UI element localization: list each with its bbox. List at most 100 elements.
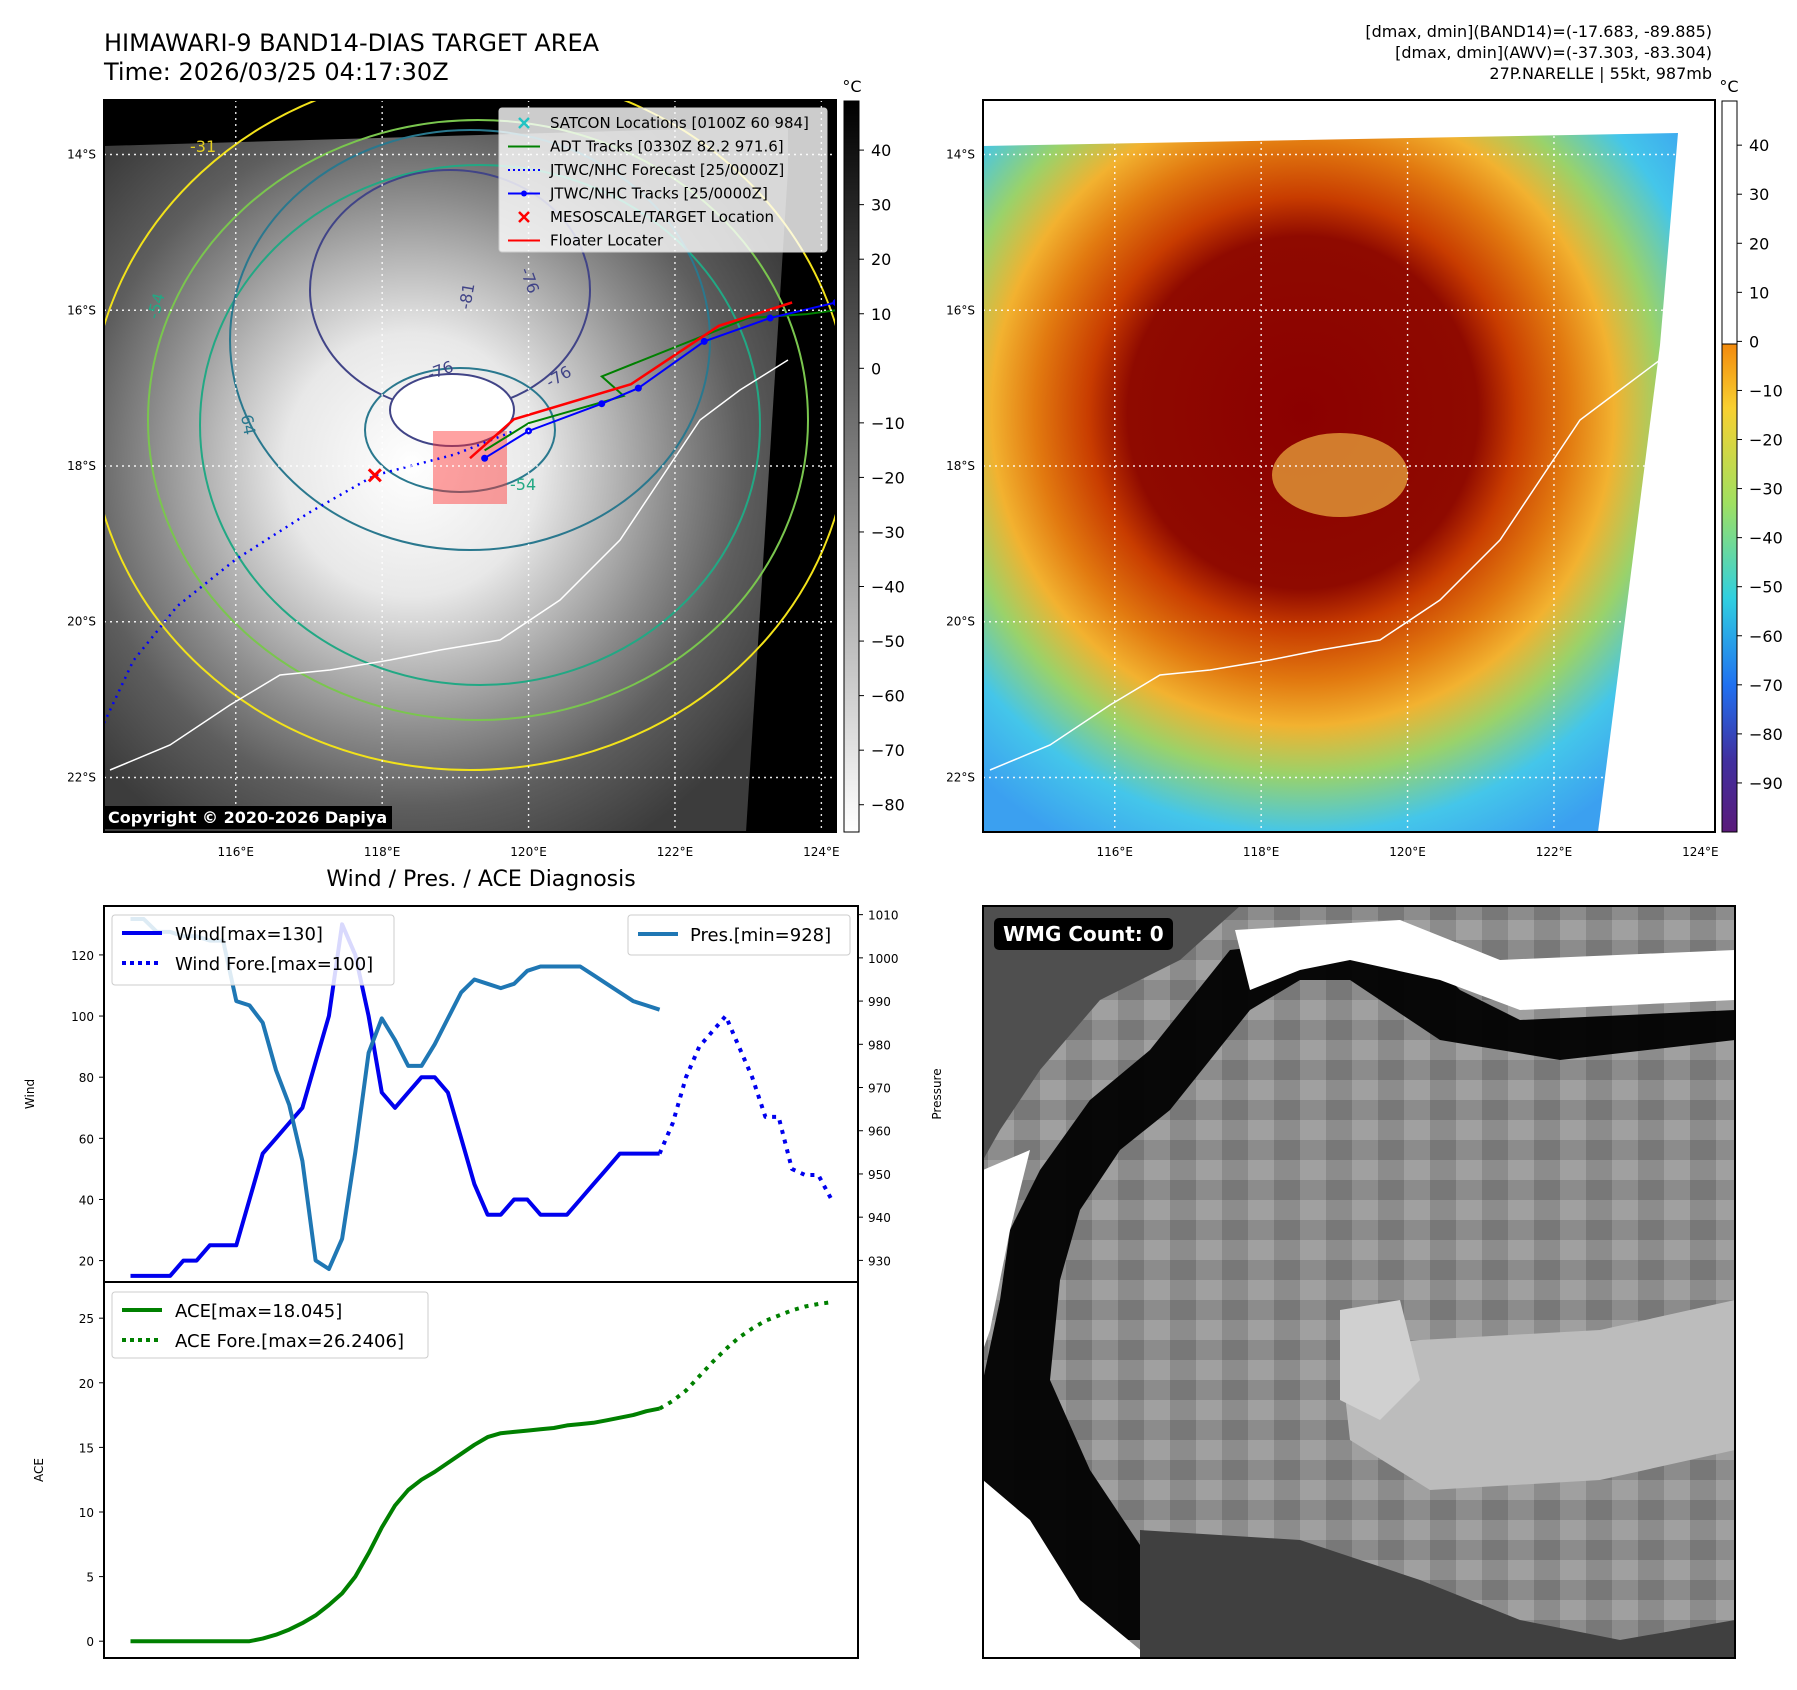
lat-tick-label: 14°S (67, 148, 96, 162)
legend-entry: JTWC/NHC Tracks [25/0000Z] (549, 185, 768, 203)
y-tick-label: 0 (86, 1635, 94, 1649)
lon-tick-label: 122°E (657, 845, 694, 859)
series-line (130, 1406, 660, 1644)
lat-tick-label: 18°S (946, 459, 975, 473)
contour-label: -64 (236, 407, 259, 436)
lat-tick-label: 20°S (946, 615, 975, 629)
floater-box (433, 431, 507, 504)
colorbar-tick-label: 30 (1749, 185, 1769, 204)
colorbar-tick-label: 30 (871, 196, 891, 215)
colorbar-right-unit: °C (1719, 77, 1738, 96)
ace-axis-label: ACE (32, 1458, 46, 1482)
diagnosis-title: Wind / Pres. / ACE Diagnosis (326, 867, 635, 892)
colorbar-tick-label: −10 (871, 414, 905, 433)
colorbar-tick-label: −80 (871, 796, 905, 815)
jtwc-track-point (634, 384, 642, 392)
colorbar-tick-label: −20 (871, 468, 905, 487)
adt-track (484, 309, 836, 452)
target-location-marker (367, 468, 382, 483)
legend-entry: MESOSCALE/TARGET Location (550, 208, 774, 226)
pres-legend: Pres.[min=928] (627, 914, 851, 956)
colorbar-tick-label: −10 (1749, 381, 1783, 400)
wind-axis-label: Wind (23, 1079, 37, 1109)
map-legend: SATCON Locations [0100Z 60 984] ADT Track… (498, 107, 828, 253)
y-tick-label: 80 (79, 1071, 94, 1085)
band14-range: [dmax, dmin](BAND14)=(-17.683, -89.885) (1365, 22, 1712, 41)
lat-tick-label: 16°S (946, 303, 975, 317)
y-tick-label: 5 (86, 1571, 94, 1585)
y2-tick-label: 980 (868, 1038, 891, 1052)
colorbar-left (843, 100, 860, 833)
lon-tick-label: 118°E (1243, 845, 1280, 859)
contour-label: -54 (510, 475, 536, 494)
y-tick-label: 20 (79, 1377, 94, 1391)
legend-ace-fore: ACE Fore.[max=26.2406] (175, 1331, 404, 1352)
legend-ace: ACE[max=18.045] (175, 1301, 342, 1322)
jtwc-track-point (766, 314, 774, 322)
colorbar-tick-label: −40 (871, 578, 905, 597)
lon-tick-label: 118°E (364, 845, 401, 859)
colorbar-tick-label: −70 (1749, 676, 1783, 695)
colorbar-tick-label: −30 (1749, 480, 1783, 499)
colorbar-left-unit: °C (842, 77, 861, 96)
lat-tick-label: 14°S (946, 148, 975, 162)
y2-tick-label: 1010 (868, 909, 899, 923)
y-tick-label: 15 (79, 1441, 94, 1455)
lon-tick-label: 124°E (803, 845, 840, 859)
series-line (130, 922, 660, 1278)
lat-tick-label: 16°S (67, 303, 96, 317)
y-tick-label: 25 (79, 1312, 94, 1326)
wmg-count-badge: WMG Count: 0 (994, 918, 1173, 950)
pressure-axis-label: Pressure (930, 1068, 944, 1119)
colorbar-left-ticks: 40 30 20 10 0 −10 −20 −30 −40 −50 −60 −70 −80 (859, 141, 905, 815)
legend-entry: ADT Tracks [0330Z 82.2 971.6] (550, 138, 784, 156)
y-tick-label: 40 (79, 1193, 94, 1207)
colorbar-right-ticks: 40 30 20 10 0 −10 −20 −30 −40 −50 −60 −70 −80 −90 (1737, 136, 1783, 793)
colorbar-tick-label: −60 (871, 687, 905, 706)
colorbar-tick-label: 10 (1749, 283, 1769, 302)
colorbar-tick-label: 20 (1749, 234, 1769, 253)
colorbar-tick-label: −20 (1749, 431, 1783, 450)
contour-label: -81 (455, 282, 478, 311)
legend-wind: Wind[max=130] (175, 924, 323, 945)
colorbar-tick-label: −40 (1749, 529, 1783, 548)
y-tick-label: 10 (79, 1506, 94, 1520)
ir-color-map (983, 100, 1715, 832)
wmg-panel (982, 905, 1736, 1659)
coastline-right (989, 359, 1661, 771)
lat-tick-label: 20°S (67, 615, 96, 629)
wind-legend: Wind[max=130] Wind Fore.[max=100] (111, 914, 395, 986)
awv-range: [dmax, dmin](AWV)=(-37.303, -83.304) (1395, 43, 1712, 62)
figure-title: HIMAWARI-9 BAND14-DIAS TARGET AREA (104, 29, 600, 57)
ace-legend: ACE[max=18.045] ACE Fore.[max=26.2406] (111, 1291, 429, 1359)
colorbar-tick-label: −50 (1749, 578, 1783, 597)
legend-marker (518, 117, 530, 129)
y-tick-label: 60 (79, 1132, 94, 1146)
y-tick-label: 100 (71, 1010, 94, 1024)
lat-tick-label: 22°S (946, 770, 975, 784)
map-left-frame (103, 99, 837, 833)
map-right-frame (982, 99, 1716, 833)
colorbar-tick-label: 0 (871, 359, 881, 378)
floater-track (469, 301, 793, 460)
colorbar-tick-label: 0 (1749, 332, 1759, 351)
colorbar-tick-label: −30 (871, 523, 905, 542)
colorbar-tick-label: −70 (871, 741, 905, 760)
colorbar-tick-label: 10 (871, 305, 891, 324)
y2-tick-label: 960 (868, 1125, 891, 1139)
jtwc-track-point (598, 400, 606, 408)
colorbar-tick-label: −90 (1749, 774, 1783, 793)
legend-wind-fore: Wind Fore.[max=100] (175, 954, 373, 975)
y-tick-label: 20 (79, 1255, 94, 1269)
storm-info: 27P.NARELLE | 55kt, 987mb (1489, 64, 1712, 83)
lon-tick-label: 122°E (1536, 845, 1573, 859)
y2-tick-label: 930 (868, 1254, 891, 1268)
y2-tick-label: 1000 (868, 952, 899, 966)
colorbar-tick-label: −60 (1749, 627, 1783, 646)
lon-tick-label: 120°E (1389, 845, 1426, 859)
legend-marker (518, 211, 530, 223)
lon-tick-label: 120°E (510, 845, 547, 859)
colorbar-tick-label: 20 (871, 250, 891, 269)
ace-marks: 0 5 10 15 20 25 (79, 1300, 832, 1649)
